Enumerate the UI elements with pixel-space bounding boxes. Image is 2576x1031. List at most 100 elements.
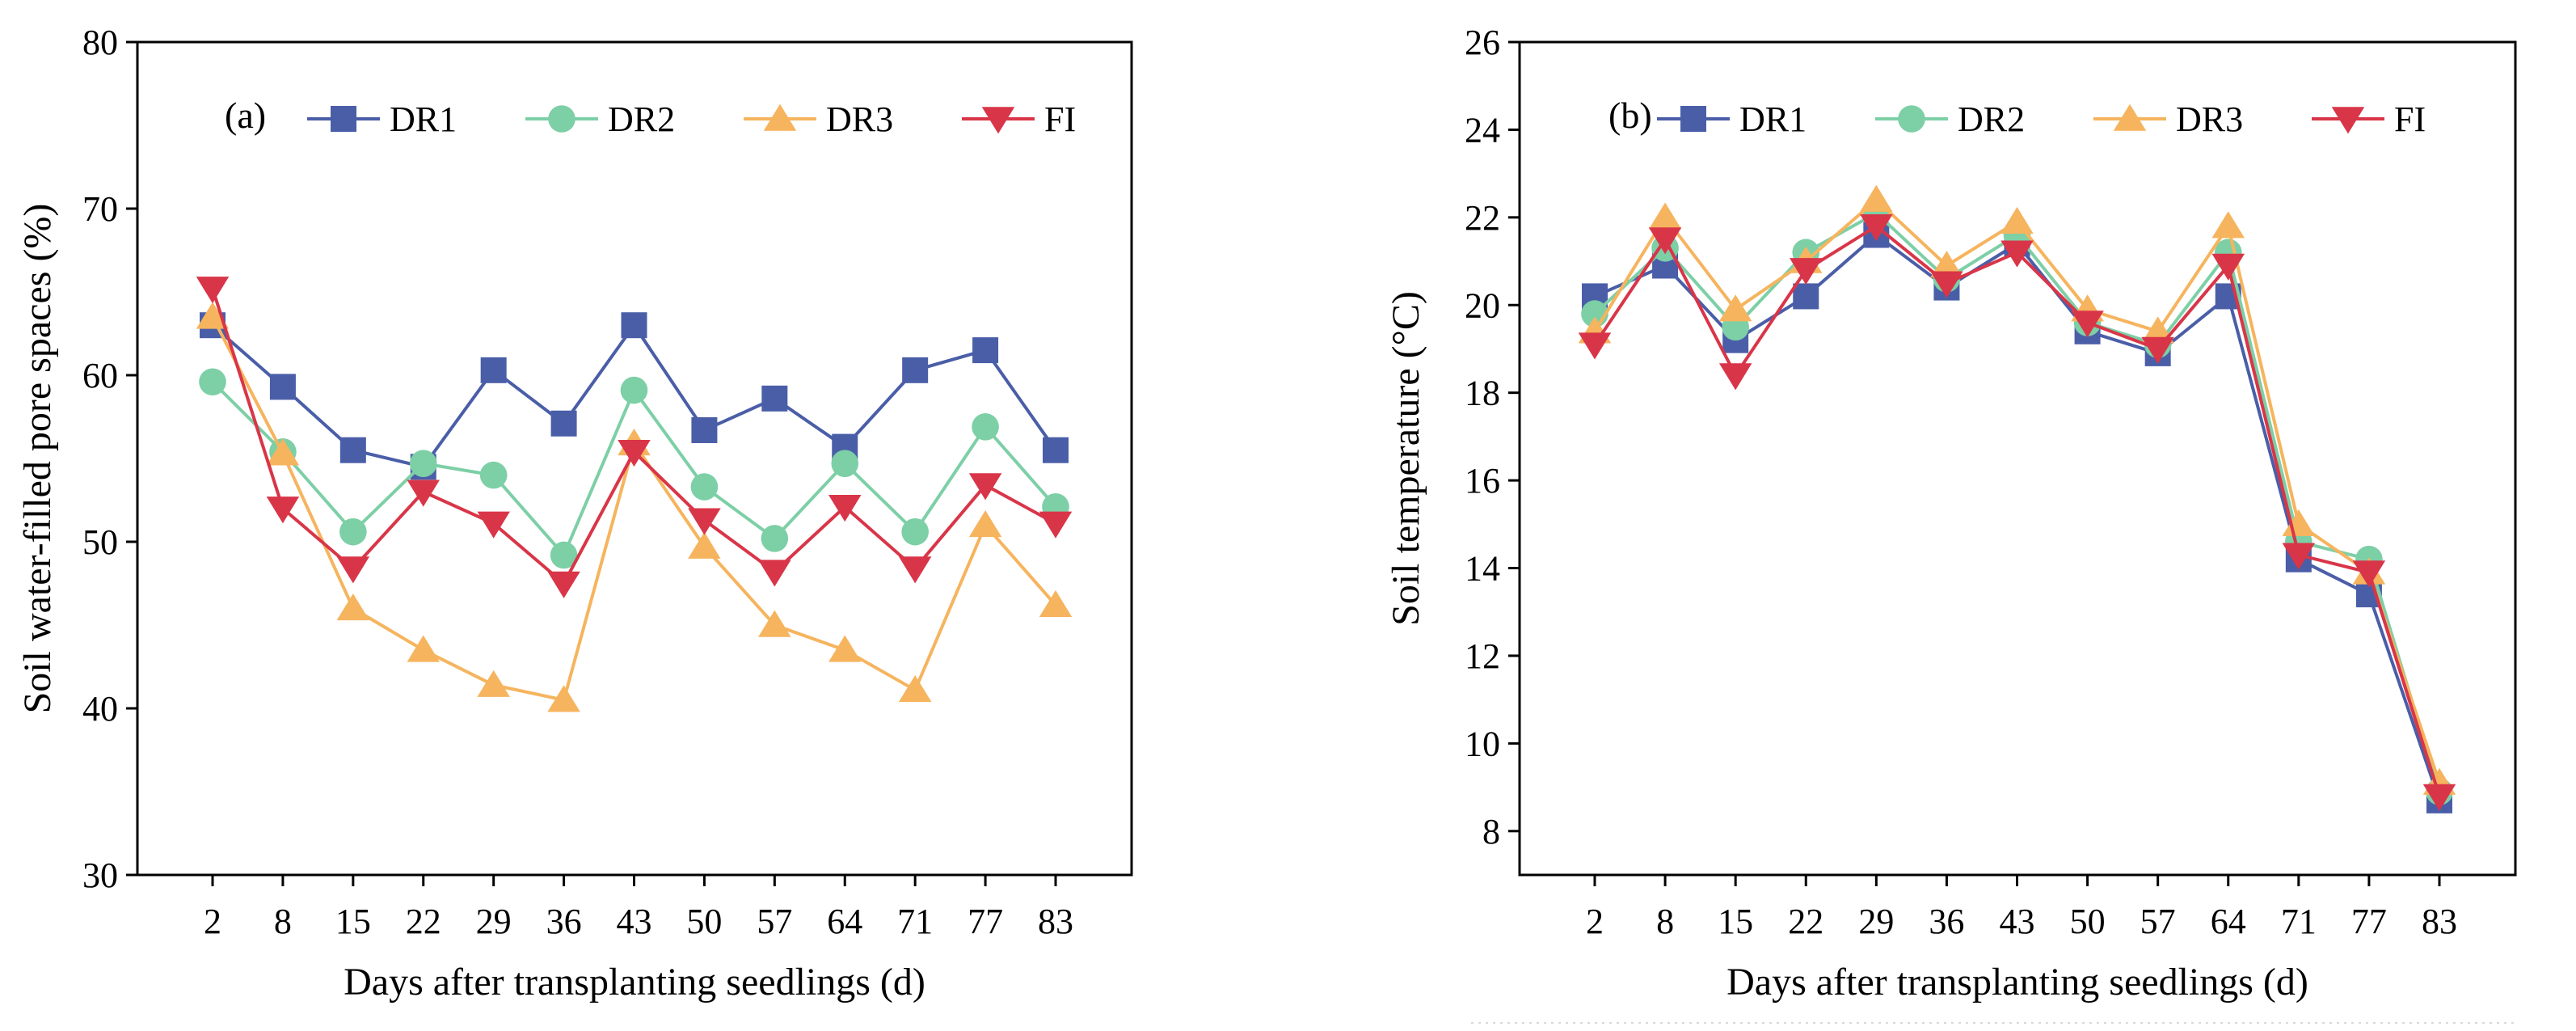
x-tick-label-a: 83 xyxy=(1038,902,1073,941)
legend-label-dr1-b: DR1 xyxy=(1739,99,1807,139)
x-tick-label-a: 50 xyxy=(686,902,722,941)
data-point-dr1-a xyxy=(269,374,296,400)
y-tick-label-b: 10 xyxy=(1465,724,1500,763)
x-tick-label-b: 29 xyxy=(1858,902,1894,941)
data-point-fi-b xyxy=(2422,784,2456,811)
data-point-fi-a xyxy=(968,473,1002,501)
data-point-dr3-a xyxy=(898,674,932,703)
data-point-dr1-a xyxy=(621,312,647,339)
data-point-fi-a xyxy=(618,440,651,467)
y-tick-label-b: 14 xyxy=(1465,549,1500,589)
y-tick-label-a: 40 xyxy=(82,689,118,729)
data-point-dr3-b xyxy=(1860,184,1893,212)
data-point-fi-b xyxy=(2352,560,2386,588)
data-point-dr2-a xyxy=(479,461,508,489)
data-point-dr3-b xyxy=(2001,206,2034,234)
x-tick-label-b: 77 xyxy=(2351,902,2387,941)
data-point-dr3-a xyxy=(336,594,370,621)
data-point-dr1-a xyxy=(1043,437,1069,463)
y-tick-label-a: 80 xyxy=(82,23,118,62)
data-point-dr2-a xyxy=(199,368,226,396)
x-tick-label-b: 43 xyxy=(2000,902,2035,941)
y-tick-label-b: 8 xyxy=(1482,812,1500,851)
data-point-dr1-b xyxy=(1793,283,1819,310)
x-tick-label-b: 50 xyxy=(2070,902,2106,941)
data-point-fi-b xyxy=(2001,240,2034,268)
y-tick-label-a: 70 xyxy=(82,189,118,229)
series-line-dr3-b xyxy=(1593,197,2441,784)
legend-marker-dr2-b xyxy=(1898,105,1925,133)
legend-marker-dr1-a xyxy=(331,106,356,132)
data-point-dr1-a xyxy=(902,357,929,383)
data-point-dr1-a xyxy=(972,337,999,364)
y-axis-title-a: Soil water-filled pore spaces (%) xyxy=(16,204,59,714)
series-line-dr2-b xyxy=(1593,210,2441,792)
x-tick-label-b: 57 xyxy=(2140,902,2176,941)
x-tick-label-b: 83 xyxy=(2422,902,2457,941)
x-tick-label-a: 8 xyxy=(274,902,292,941)
data-point-fi-a xyxy=(547,571,580,598)
data-point-dr3-b xyxy=(1718,294,1752,322)
x-tick-label-a: 2 xyxy=(204,902,221,941)
legend-marker-fi-a xyxy=(981,107,1015,134)
x-tick-label-b: 36 xyxy=(1929,902,1964,941)
y-tick-label-a: 30 xyxy=(82,856,118,895)
legend-label-dr3-a: DR3 xyxy=(826,99,893,139)
data-point-fi-a xyxy=(477,511,510,539)
panel-label-b: (b) xyxy=(1608,95,1652,136)
y-axis-title-b: Soil temperature (°C) xyxy=(1385,291,1427,626)
y-tick-label-b: 12 xyxy=(1465,636,1500,676)
x-tick-label-a: 64 xyxy=(827,902,862,941)
x-tick-label-a: 43 xyxy=(617,902,652,941)
x-tick-label-b: 64 xyxy=(2211,902,2246,941)
data-point-dr1-a xyxy=(691,416,718,443)
data-point-dr2-a xyxy=(409,450,437,477)
x-tick-label-b: 22 xyxy=(1788,902,1823,941)
data-point-dr3-b xyxy=(2211,211,2245,239)
data-point-fi-a xyxy=(828,495,862,522)
data-point-fi-b xyxy=(1790,258,1823,285)
data-point-fi-b xyxy=(2071,311,2104,338)
data-point-dr3-a xyxy=(266,438,300,466)
x-tick-label-a: 15 xyxy=(335,902,371,941)
data-point-dr3-a xyxy=(828,635,862,662)
data-point-dr3-b xyxy=(2282,509,2316,537)
data-point-dr2-a xyxy=(620,376,648,404)
data-point-dr3-b xyxy=(2141,316,2174,344)
panel-label-a: (a) xyxy=(225,95,266,136)
data-point-dr3-b xyxy=(1648,202,1682,230)
data-point-fi-b xyxy=(2282,543,2316,570)
y-tick-label-b: 16 xyxy=(1465,461,1500,501)
data-point-dr1-a xyxy=(761,385,788,412)
data-point-fi-a xyxy=(1039,511,1073,539)
data-point-dr2-a xyxy=(550,541,578,569)
data-point-fi-a xyxy=(898,556,932,584)
legend-label-dr3-b: DR3 xyxy=(2176,99,2243,139)
data-point-dr3-a xyxy=(688,531,721,559)
data-point-fi-a xyxy=(336,556,370,584)
legend-label-dr1-a: DR1 xyxy=(390,99,457,139)
x-axis-title-b: Days after transplanting seedlings (d) xyxy=(1726,961,2308,1004)
legend-label-dr2-b: DR2 xyxy=(1958,99,2025,139)
chart-panel-a: 30 40 50 60 70 80 2 8 15 22 29 36 43 50 57 64 71 77 83 Soil… xyxy=(16,23,1133,1004)
legend-marker-dr2-a xyxy=(548,105,575,133)
series-line-dr2-a xyxy=(211,380,1057,559)
data-point-fi-b xyxy=(1648,227,1682,255)
y-tick-label-a: 50 xyxy=(82,522,118,562)
legend-marker-dr1-b xyxy=(1680,106,1706,132)
data-point-dr2-a xyxy=(831,450,859,477)
legend-label-fi-b: FI xyxy=(2394,99,2426,139)
data-point-dr3-a xyxy=(196,302,230,329)
x-tick-label-a: 57 xyxy=(757,902,792,941)
data-point-dr3-a xyxy=(547,685,580,712)
data-point-fi-a xyxy=(196,277,230,304)
data-point-fi-b xyxy=(2211,253,2245,281)
x-tick-label-a: 22 xyxy=(406,902,441,941)
data-point-dr3-a xyxy=(407,635,440,662)
data-point-dr3-a xyxy=(968,510,1002,538)
data-point-fi-b xyxy=(1860,213,1893,242)
y-tick-label-a: 60 xyxy=(82,356,118,395)
data-point-fi-b xyxy=(1930,271,1963,298)
